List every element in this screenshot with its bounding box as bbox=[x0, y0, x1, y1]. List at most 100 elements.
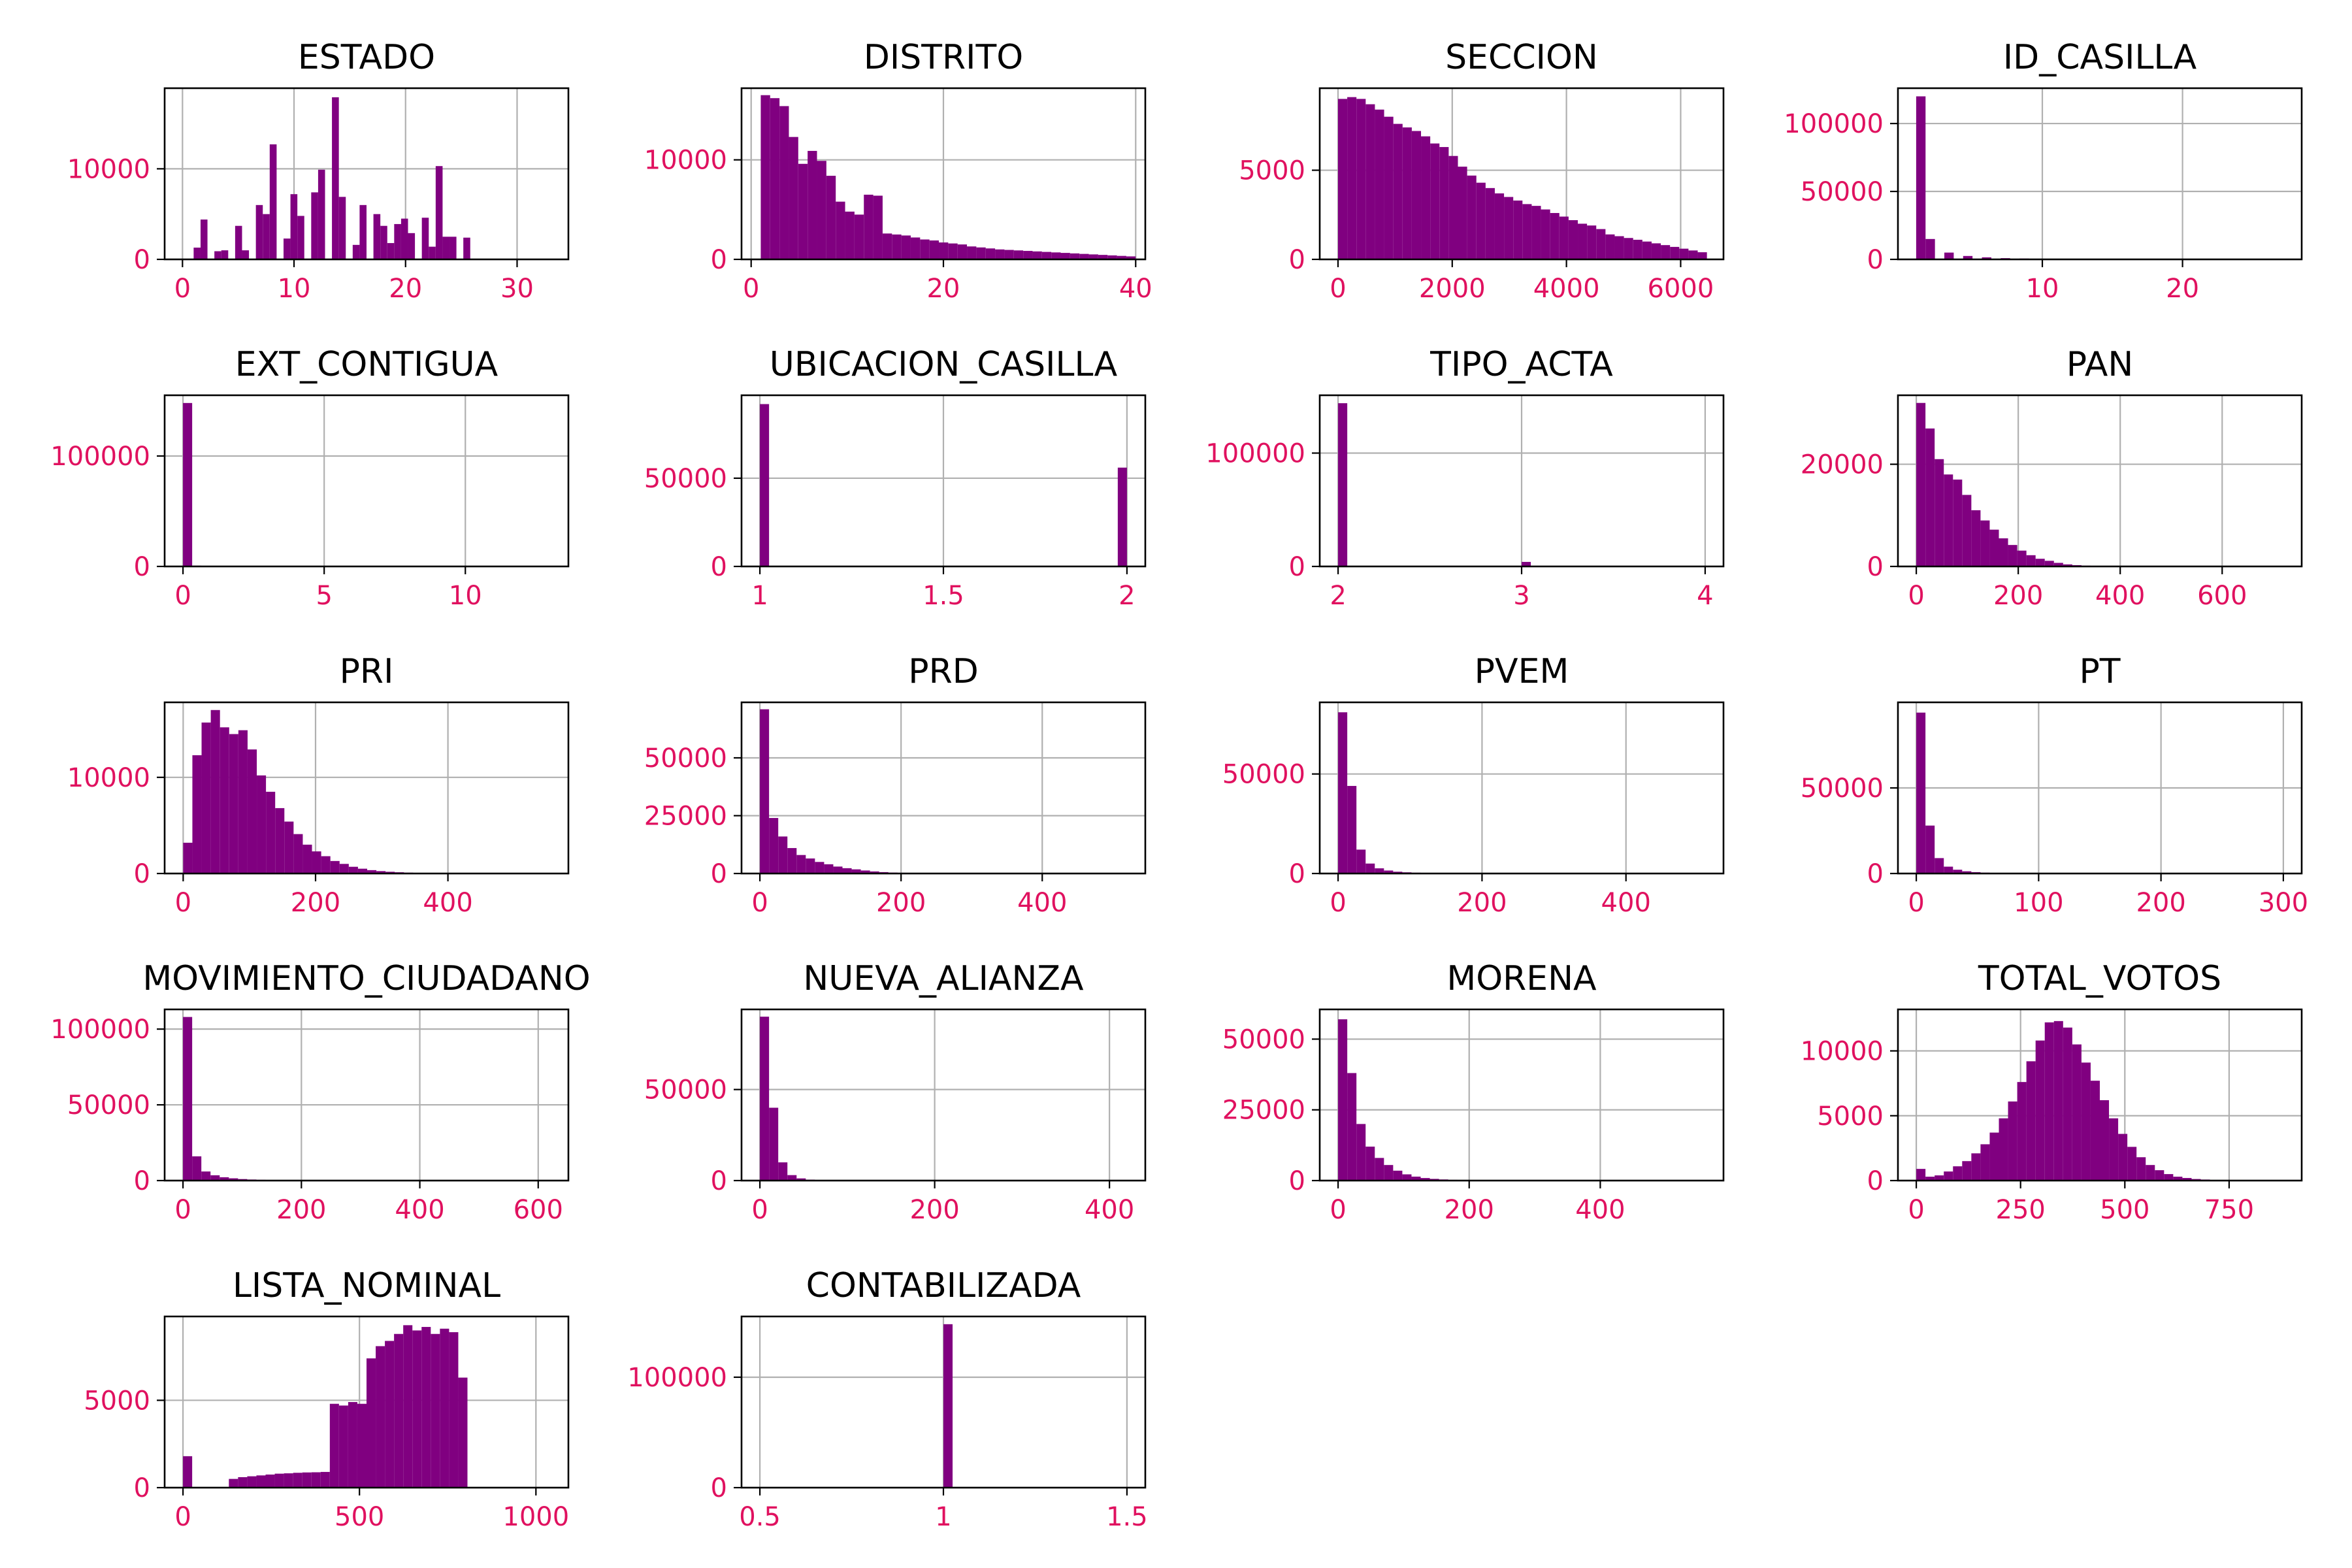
y-tick-label: 0 bbox=[1867, 245, 1884, 275]
histogram-bar bbox=[1485, 188, 1495, 259]
histogram-bar bbox=[1347, 785, 1357, 874]
histogram-bar bbox=[1476, 182, 1486, 259]
histogram-bar bbox=[214, 251, 221, 259]
histogram-bar bbox=[1393, 123, 1403, 259]
axes-frame bbox=[1318, 701, 1725, 875]
histogram-bar bbox=[1953, 480, 1963, 566]
histogram-bar bbox=[833, 866, 843, 874]
histogram-bar bbox=[1962, 1161, 1972, 1181]
x-tick-label: 1.5 bbox=[923, 581, 964, 611]
x-tick-label: 0 bbox=[1908, 888, 1924, 918]
panel-title: ESTADO bbox=[298, 38, 435, 77]
histogram-bar bbox=[263, 214, 270, 259]
histogram-bar bbox=[2090, 1081, 2100, 1181]
x-tick-label: 400 bbox=[1601, 888, 1651, 918]
histogram-bar bbox=[826, 176, 836, 259]
histogram-bar bbox=[2136, 1157, 2146, 1181]
x-tick-label: 400 bbox=[2095, 581, 2145, 611]
histogram-bar bbox=[1633, 239, 1642, 259]
y-tick-label: 50000 bbox=[1801, 177, 1884, 207]
y-tick-label: 0 bbox=[1289, 1166, 1305, 1196]
histogram-bar bbox=[2008, 545, 2017, 566]
histogram-bar bbox=[2008, 1101, 2017, 1181]
histogram-bar bbox=[440, 1328, 449, 1488]
y-tick-label: 100000 bbox=[1784, 109, 1884, 139]
histogram-bar bbox=[394, 1333, 404, 1488]
histogram-bar bbox=[806, 858, 815, 874]
y-tick-label: 5000 bbox=[1239, 156, 1305, 186]
histogram-bar bbox=[1963, 255, 1973, 259]
histogram-bar bbox=[297, 216, 304, 259]
histogram-bar bbox=[1375, 1158, 1384, 1181]
histogram-bar bbox=[779, 106, 789, 259]
x-tick-label: 300 bbox=[2259, 888, 2308, 918]
histogram-bar bbox=[864, 194, 874, 259]
histogram-bar bbox=[2035, 1040, 2045, 1181]
axes-frame bbox=[740, 701, 1147, 875]
histogram-bar bbox=[373, 214, 381, 259]
histogram-bar bbox=[385, 1341, 395, 1488]
panel-nueva-alianza: NUEVA_ALIANZA 0 200 400 0 50000 bbox=[644, 959, 1147, 1225]
histogram-bar bbox=[2044, 561, 2054, 566]
histogram-bar bbox=[238, 1477, 248, 1488]
histogram-bar bbox=[2026, 1061, 2036, 1181]
histogram-bar bbox=[1384, 870, 1394, 874]
histogram-bar bbox=[235, 225, 242, 259]
histogram-bar bbox=[2100, 1100, 2110, 1181]
panel-title: MORENA bbox=[1446, 959, 1597, 998]
y-tick-label: 0 bbox=[711, 859, 727, 889]
panel-pri: PRI 0 200 400 0 10000 bbox=[67, 652, 570, 918]
histogram-bar bbox=[1541, 209, 1550, 259]
x-tick-label: 6000 bbox=[1648, 274, 1714, 304]
panel-pt: PT 0 100 200 300 0 50000 bbox=[1801, 652, 2308, 918]
histogram-bar bbox=[1347, 97, 1357, 259]
histogram-bar bbox=[302, 1472, 312, 1488]
histogram-bar bbox=[229, 1178, 238, 1181]
histogram-bar bbox=[2017, 550, 2027, 566]
histogram-bar bbox=[760, 1017, 770, 1181]
panel-title: CONTABILIZADA bbox=[806, 1266, 1081, 1305]
panel-title: PT bbox=[2079, 652, 2120, 691]
histogram-bar bbox=[1411, 131, 1422, 259]
histogram-bar bbox=[1041, 252, 1052, 259]
histogram-bar bbox=[256, 1475, 266, 1488]
panel-title: TOTAL_VOTOS bbox=[1978, 959, 2221, 998]
histogram-bar bbox=[1605, 234, 1615, 259]
histogram-bar bbox=[1953, 1166, 1963, 1181]
histogram-bar bbox=[257, 775, 267, 874]
x-tick-label: 600 bbox=[2197, 581, 2247, 611]
y-tick-label: 5000 bbox=[84, 1386, 150, 1416]
panel-distrito: DISTRITO 0 20 40 0 10000 bbox=[644, 38, 1152, 304]
x-tick-label: 1000 bbox=[502, 1502, 569, 1532]
histogram-bar bbox=[266, 791, 276, 874]
histogram-bar bbox=[967, 246, 977, 259]
histogram-bar bbox=[2026, 555, 2036, 566]
histogram-bar bbox=[845, 211, 855, 259]
histogram-bar bbox=[1624, 238, 1633, 259]
panel-title: MOVIMIENTO_CIUDADANO bbox=[142, 959, 590, 998]
histogram-bar bbox=[449, 237, 457, 259]
y-tick-label: 50000 bbox=[1222, 760, 1305, 790]
y-tick-label: 20000 bbox=[1801, 450, 1884, 480]
histogram-bar bbox=[2063, 564, 2072, 566]
histogram-bar bbox=[1375, 109, 1384, 259]
histogram-bar bbox=[1513, 200, 1523, 259]
panel-title: PVEM bbox=[1475, 652, 1569, 691]
panel-title: NUEVA_ALIANZA bbox=[803, 959, 1084, 998]
histogram-bar bbox=[200, 220, 208, 259]
histogram-bar bbox=[1013, 250, 1024, 259]
histogram-bar bbox=[1999, 538, 2008, 566]
histogram-bar bbox=[192, 1156, 202, 1181]
axes-frame bbox=[163, 1008, 570, 1182]
x-tick-label: 0 bbox=[1330, 1195, 1346, 1225]
histogram-bar bbox=[1338, 403, 1348, 566]
histogram-bar bbox=[1916, 402, 1926, 566]
x-tick-label: 0 bbox=[174, 581, 191, 611]
histogram-bar bbox=[376, 871, 386, 874]
x-tick-label: 1 bbox=[751, 581, 768, 611]
histogram-bar bbox=[449, 1332, 459, 1488]
histogram-bar bbox=[1688, 250, 1698, 259]
panel-ext-contigua: EXT_CONTIGUA 0 5 10 0 100000 bbox=[50, 345, 570, 611]
x-tick-label: 2000 bbox=[1419, 274, 1486, 304]
panel-title: PRD bbox=[908, 652, 979, 691]
